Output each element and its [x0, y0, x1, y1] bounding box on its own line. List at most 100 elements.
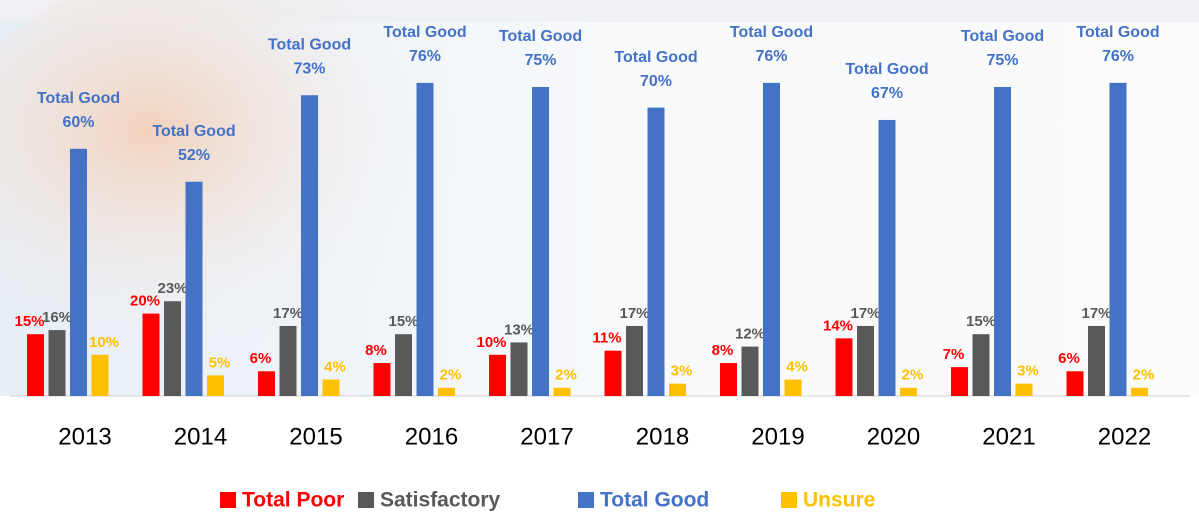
data-label: 2% [555, 367, 577, 384]
bar [27, 334, 44, 396]
bar [553, 387, 571, 396]
data-label: 2% [902, 367, 924, 384]
data-label: 3% [671, 363, 693, 380]
x-tick-label: 2015 [289, 423, 342, 450]
legend-swatch [781, 492, 797, 508]
bar [91, 354, 109, 396]
data-label: 2% [1133, 367, 1155, 384]
bar [532, 87, 549, 396]
x-tick-label: 2018 [636, 423, 689, 450]
bar [720, 363, 737, 396]
data-label: 17% [273, 305, 303, 322]
bar [647, 107, 665, 396]
data-label: 2% [440, 367, 462, 384]
bar [741, 346, 759, 396]
data-label: 76% [1102, 48, 1134, 65]
bar [510, 342, 528, 396]
data-label: 17% [1081, 305, 1111, 322]
bar [900, 387, 917, 396]
data-label: 6% [250, 350, 272, 367]
bar [669, 383, 686, 396]
data-label: 76% [409, 48, 441, 65]
data-label: 60% [62, 114, 94, 131]
data-label: 10% [89, 334, 119, 351]
series-name-label: Total Good [268, 36, 351, 53]
bar [763, 82, 780, 396]
bar [626, 325, 643, 396]
legend-swatch [220, 492, 236, 508]
data-label: 70% [640, 73, 672, 90]
data-label: 52% [178, 147, 210, 164]
legend-label: Unsure [803, 489, 875, 512]
data-label: 8% [365, 342, 387, 359]
x-tick-label: 2014 [174, 423, 227, 450]
bar [1066, 371, 1084, 396]
bar [258, 371, 275, 396]
series-name-label: Total Good [499, 28, 582, 45]
x-tick-label: 2021 [982, 423, 1035, 450]
data-label: 67% [871, 85, 903, 102]
bar [48, 330, 66, 396]
data-label: 5% [209, 354, 231, 371]
data-label: 23% [157, 280, 187, 297]
data-label: 16% [42, 309, 72, 326]
series-name-label: Total Good [730, 24, 813, 41]
data-label: 17% [850, 305, 880, 322]
data-label: 75% [986, 52, 1018, 69]
bar [373, 363, 391, 396]
data-label: 15% [966, 313, 996, 330]
bar [1088, 325, 1105, 396]
series-name-label: Total Good [37, 90, 120, 107]
series-name-label: Total Good [614, 49, 697, 66]
data-label: 12% [735, 326, 765, 343]
bar [972, 334, 990, 396]
data-label: 4% [324, 358, 346, 375]
legend-label: Total Good [600, 489, 709, 512]
series-name-label: Total Good [961, 28, 1044, 45]
series-name-label: Total Good [845, 61, 928, 78]
data-label: 76% [755, 48, 787, 65]
x-tick-label: 2017 [520, 423, 573, 450]
data-label: 15% [388, 313, 418, 330]
bar [857, 325, 874, 396]
data-label: 10% [476, 334, 506, 351]
x-tick-label: 2016 [405, 423, 458, 450]
data-label: 20% [130, 293, 160, 310]
series-name-label: Total Good [383, 24, 466, 41]
legend-label: Total Poor [242, 489, 344, 512]
data-label: 6% [1058, 350, 1080, 367]
data-label: 7% [943, 346, 965, 363]
x-tick-label: 2019 [751, 423, 804, 450]
bar [994, 87, 1011, 396]
bar [185, 181, 203, 396]
bar [878, 119, 896, 397]
data-label: 13% [504, 321, 534, 338]
bar [164, 301, 181, 396]
data-label: 4% [786, 358, 808, 375]
legend-label: Satisfactory [380, 489, 501, 512]
bar [301, 95, 318, 397]
x-tick-label: 2020 [867, 423, 920, 450]
bar [489, 354, 506, 396]
bar [1131, 387, 1148, 396]
series-name-label: Total Good [1076, 24, 1159, 41]
bar [416, 82, 434, 396]
data-label: 75% [524, 52, 556, 69]
data-label: 8% [712, 342, 734, 359]
data-label: 3% [1017, 363, 1039, 380]
data-label: 73% [293, 60, 325, 77]
bar [835, 338, 853, 396]
bar [70, 148, 87, 396]
bar [279, 325, 297, 396]
bar [207, 375, 224, 396]
data-label: 17% [619, 305, 649, 322]
bar [438, 387, 455, 396]
x-tick-label: 2013 [58, 423, 111, 450]
legend-swatch [578, 492, 594, 508]
series-name-label: Total Good [152, 123, 235, 140]
x-tick-label: 2022 [1098, 423, 1151, 450]
bar [395, 334, 412, 396]
bar [322, 379, 340, 396]
data-label: 15% [14, 313, 44, 330]
